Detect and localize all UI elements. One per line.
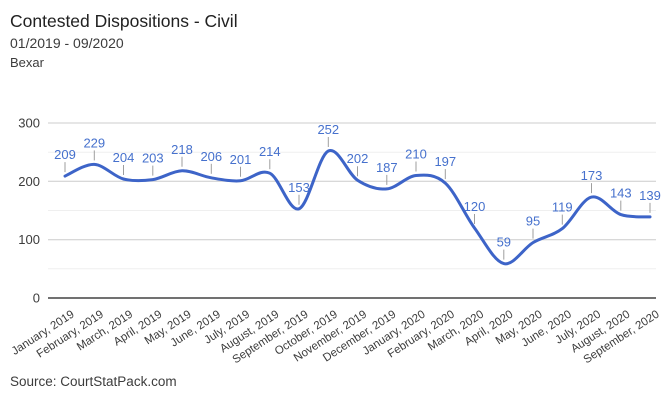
data-point-label: 197 [434,154,456,169]
data-point-label: 139 [639,188,661,203]
data-point-label: 201 [230,152,252,167]
data-point-label: 209 [54,147,76,162]
data-point-label: 187 [376,160,398,175]
y-axis-tick-label: 0 [33,291,40,306]
data-point-label: 218 [171,142,193,157]
data-point-label: 202 [347,151,369,166]
data-point-label: 143 [610,186,632,201]
data-point-label: 59 [497,235,511,250]
data-point-label: 229 [83,135,105,150]
data-point-label: 119 [552,200,573,215]
chart-date-range: 01/2019 - 09/2020 [10,35,124,51]
chart-header: Contested Dispositions - Civil 01/2019 -… [10,9,238,72]
data-series-line[interactable] [63,149,652,266]
data-point-label: 153 [288,180,310,195]
data-point-label: 95 [526,214,540,229]
data-point-label: 120 [464,199,486,214]
chart-title: Contested Dispositions - Civil [10,11,238,31]
data-point-label: 206 [200,149,222,164]
y-axis-tick-label: 100 [18,232,40,247]
source-attribution: Source: CourtStatPack.com [10,374,177,389]
data-point-label: 173 [581,168,603,183]
y-axis-tick-label: 200 [18,174,40,189]
chart-region: Bexar [10,55,44,70]
data-point-label: 252 [317,122,339,137]
data-point-label: 203 [142,151,164,166]
data-point-label: 204 [113,150,135,165]
y-axis-tick-label: 300 [18,116,40,131]
data-point-label: 210 [405,147,427,162]
data-point-label: 214 [259,144,281,159]
